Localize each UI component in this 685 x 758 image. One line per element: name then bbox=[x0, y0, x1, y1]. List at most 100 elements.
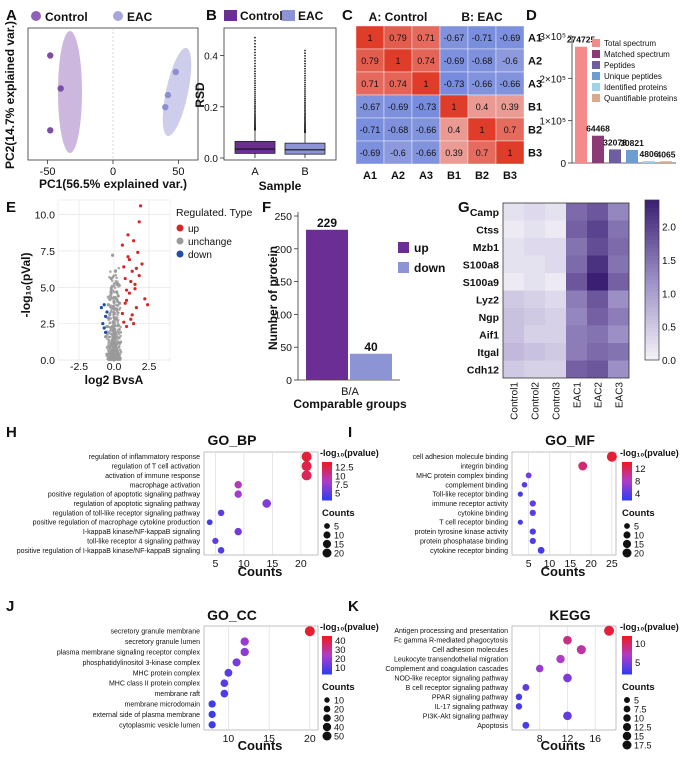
corr-value-label: -0.67 bbox=[360, 102, 381, 112]
outlier-point bbox=[254, 72, 256, 75]
volcano-point-unchange bbox=[105, 352, 109, 356]
gene-row-label: Ctss bbox=[476, 224, 499, 236]
corr-value-label: -0.6 bbox=[502, 56, 518, 66]
term-label: cell adhesion molecule binding bbox=[413, 454, 508, 461]
size-legend-dot bbox=[622, 731, 632, 741]
volcano-point-up bbox=[126, 255, 130, 259]
enrichment-dot bbox=[525, 472, 532, 479]
corr-value-label: -0.66 bbox=[416, 125, 437, 135]
colorbar-segment bbox=[622, 666, 632, 669]
volcano-point-unchange bbox=[113, 312, 117, 316]
expr-cell bbox=[608, 220, 629, 238]
size-legend-dot bbox=[623, 714, 631, 722]
volcano-point-unchange bbox=[112, 350, 115, 354]
volcano-point-unchange bbox=[111, 338, 115, 342]
sample-col-label: Control2 bbox=[531, 382, 542, 420]
volcano-point-unchange bbox=[115, 307, 119, 311]
volcano-point-unchange bbox=[117, 331, 120, 334]
axis-tick-label: 0.0 bbox=[107, 361, 122, 373]
colorbar-segment bbox=[645, 280, 659, 285]
expr-cell bbox=[566, 290, 587, 308]
expr-cell bbox=[608, 203, 629, 221]
corr-value-label: 0.4 bbox=[448, 125, 461, 135]
enrichment-dot bbox=[208, 721, 216, 729]
color-legend-title: -log₁₀(pvalue) bbox=[320, 622, 379, 632]
volcano-point-unchange bbox=[108, 298, 112, 302]
corr-col-label: B2 bbox=[475, 170, 489, 182]
panel-b-xtick-b: B bbox=[301, 166, 308, 178]
enrichment-dot bbox=[535, 664, 544, 673]
outlier-point bbox=[254, 109, 256, 111]
enrichment-dot bbox=[563, 711, 572, 721]
size-legend-label: 20 bbox=[334, 705, 344, 715]
panel-c-header-eac: B: EAC bbox=[461, 10, 503, 24]
expr-cell bbox=[587, 220, 608, 238]
volcano-point-up bbox=[130, 313, 134, 317]
enrichment-dot bbox=[517, 491, 523, 497]
colorbar-tick-label: 1.5 bbox=[662, 256, 676, 267]
panel-a-xticks: -50 0 50 bbox=[40, 160, 185, 178]
colorbar-segment bbox=[645, 236, 659, 241]
term-label: PPAR signaling pathway bbox=[432, 694, 509, 701]
size-legend-dot bbox=[623, 705, 631, 713]
expr-cell bbox=[566, 360, 587, 378]
colorbar-segment bbox=[322, 660, 332, 664]
enrichment-dot bbox=[578, 461, 588, 471]
enrichment-dot bbox=[537, 546, 545, 554]
colorbar-segment bbox=[622, 481, 632, 484]
expr-cell bbox=[587, 203, 608, 221]
volcano-point-unchange bbox=[110, 307, 114, 311]
outlier-point bbox=[254, 79, 256, 82]
expr-cell bbox=[545, 273, 566, 291]
term-label: toll-like receptor 4 signaling pathway bbox=[87, 538, 200, 545]
legend-label-down-e: down bbox=[188, 250, 212, 261]
volcano-point-unchange bbox=[114, 356, 118, 360]
pca-point-eac bbox=[162, 104, 169, 111]
panel-label-k: K bbox=[348, 598, 359, 615]
term-label: PI3K-Akt signaling pathway bbox=[423, 713, 509, 720]
outlier-point bbox=[254, 82, 256, 85]
axis-tick-label: 250 bbox=[274, 211, 292, 223]
sample-col-label: Control3 bbox=[552, 382, 563, 420]
axis-tick-label: 10 bbox=[223, 733, 235, 745]
volcano-point-unchange bbox=[112, 327, 116, 332]
expr-cell bbox=[566, 325, 587, 343]
outlier-point bbox=[254, 75, 256, 78]
legend-swatch bbox=[592, 39, 600, 47]
colorbar-segment bbox=[645, 284, 659, 289]
outlier-point bbox=[254, 104, 256, 107]
axis-tick-label: 5 bbox=[526, 558, 532, 570]
expr-cell bbox=[587, 343, 608, 361]
outlier-point bbox=[254, 88, 256, 91]
volcano-point-unchange bbox=[118, 306, 122, 310]
colorbar-segment bbox=[622, 668, 632, 671]
expr-cell bbox=[566, 255, 587, 273]
volcano-point-unchange bbox=[109, 304, 113, 307]
panel-label-g: G bbox=[458, 199, 470, 216]
expr-cell bbox=[608, 290, 629, 308]
axis-tick-label: 0.0 bbox=[204, 154, 218, 165]
outlier-point bbox=[304, 113, 306, 116]
color-legend-title: -log₁₀(pvalue) bbox=[620, 622, 679, 632]
legend-label-eac: EAC bbox=[127, 10, 153, 24]
legend-label-down-f: down bbox=[414, 261, 445, 275]
corr-value-label: -0.68 bbox=[388, 125, 409, 135]
expr-cell bbox=[524, 308, 545, 326]
axis-tick-label: 15 bbox=[564, 558, 576, 570]
volcano-point-unchange bbox=[109, 294, 113, 297]
size-legend-dot bbox=[323, 714, 331, 722]
outlier-point bbox=[304, 93, 306, 96]
outlier-point bbox=[304, 117, 306, 120]
legend-label: Peptides bbox=[604, 61, 635, 70]
corr-value-label: -0.69 bbox=[444, 56, 465, 66]
volcano-point-unchange bbox=[105, 324, 109, 329]
expr-cell bbox=[608, 255, 629, 273]
expr-cell bbox=[608, 360, 629, 378]
colorbar-segment bbox=[622, 651, 632, 654]
outlier-point bbox=[304, 49, 306, 52]
bar-value-label: 4806 bbox=[640, 149, 659, 159]
outlier-point bbox=[304, 52, 306, 55]
corr-cell bbox=[495, 140, 525, 165]
size-legend-label: 15 bbox=[634, 732, 644, 742]
term-label: protein tyrosine kinase activity bbox=[415, 529, 509, 536]
